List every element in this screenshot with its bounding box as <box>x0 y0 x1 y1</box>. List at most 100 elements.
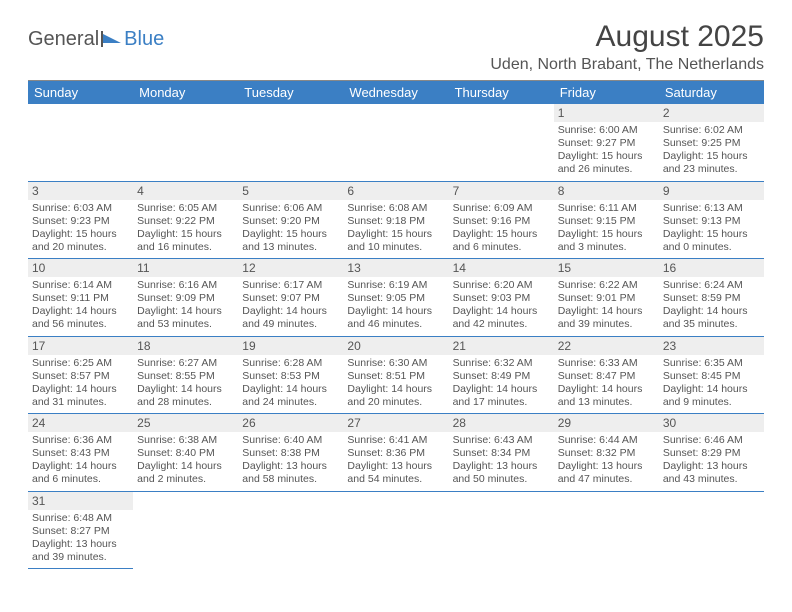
title-block: August 2025 Uden, North Brabant, The Net… <box>490 20 764 74</box>
sunrise: Sunrise: 6:20 AM <box>453 279 550 292</box>
calendar-cell <box>133 104 238 181</box>
sunrise: Sunrise: 6:09 AM <box>453 202 550 215</box>
calendar-cell: 17Sunrise: 6:25 AMSunset: 8:57 PMDayligh… <box>28 336 133 414</box>
calendar-cell: 14Sunrise: 6:20 AMSunset: 9:03 PMDayligh… <box>449 259 554 337</box>
calendar-cell: 18Sunrise: 6:27 AMSunset: 8:55 PMDayligh… <box>133 336 238 414</box>
day-body: Sunrise: 6:33 AMSunset: 8:47 PMDaylight:… <box>554 355 659 414</box>
day-number: 2 <box>659 104 764 122</box>
sunset: Sunset: 9:15 PM <box>558 215 655 228</box>
calendar-row: 3Sunrise: 6:03 AMSunset: 9:23 PMDaylight… <box>28 181 764 259</box>
day-body: Sunrise: 6:41 AMSunset: 8:36 PMDaylight:… <box>343 432 448 491</box>
day-header: Sunday <box>28 81 133 104</box>
sunrise: Sunrise: 6:28 AM <box>242 357 339 370</box>
sunrise: Sunrise: 6:16 AM <box>137 279 234 292</box>
sunrise: Sunrise: 6:48 AM <box>32 512 129 525</box>
daylight: Daylight: 13 hours and 54 minutes. <box>347 460 444 486</box>
sunrise: Sunrise: 6:24 AM <box>663 279 760 292</box>
day-number: 9 <box>659 182 764 200</box>
daylight: Daylight: 14 hours and 17 minutes. <box>453 383 550 409</box>
calendar-cell <box>449 104 554 181</box>
calendar-cell <box>343 491 448 569</box>
calendar-cell: 11Sunrise: 6:16 AMSunset: 9:09 PMDayligh… <box>133 259 238 337</box>
calendar-cell: 24Sunrise: 6:36 AMSunset: 8:43 PMDayligh… <box>28 414 133 492</box>
sunset: Sunset: 9:25 PM <box>663 137 760 150</box>
day-number: 30 <box>659 414 764 432</box>
calendar-row: 24Sunrise: 6:36 AMSunset: 8:43 PMDayligh… <box>28 414 764 492</box>
day-number: 18 <box>133 337 238 355</box>
calendar-header-row: Sunday Monday Tuesday Wednesday Thursday… <box>28 81 764 104</box>
day-header: Friday <box>554 81 659 104</box>
sunrise: Sunrise: 6:27 AM <box>137 357 234 370</box>
sunrise: Sunrise: 6:11 AM <box>558 202 655 215</box>
daylight: Daylight: 15 hours and 23 minutes. <box>663 150 760 176</box>
day-number: 25 <box>133 414 238 432</box>
sunset: Sunset: 8:57 PM <box>32 370 129 383</box>
sunset: Sunset: 8:51 PM <box>347 370 444 383</box>
day-number: 6 <box>343 182 448 200</box>
sunset: Sunset: 9:11 PM <box>32 292 129 305</box>
day-body: Sunrise: 6:19 AMSunset: 9:05 PMDaylight:… <box>343 277 448 336</box>
page-header: General Blue August 2025 Uden, North Bra… <box>28 20 764 74</box>
calendar-cell: 15Sunrise: 6:22 AMSunset: 9:01 PMDayligh… <box>554 259 659 337</box>
daylight: Daylight: 15 hours and 26 minutes. <box>558 150 655 176</box>
day-number: 28 <box>449 414 554 432</box>
sunrise: Sunrise: 6:13 AM <box>663 202 760 215</box>
sunrise: Sunrise: 6:00 AM <box>558 124 655 137</box>
sunset: Sunset: 9:05 PM <box>347 292 444 305</box>
calendar-cell: 13Sunrise: 6:19 AMSunset: 9:05 PMDayligh… <box>343 259 448 337</box>
day-number: 8 <box>554 182 659 200</box>
sunrise: Sunrise: 6:22 AM <box>558 279 655 292</box>
day-header: Wednesday <box>343 81 448 104</box>
calendar-cell <box>238 104 343 181</box>
sunrise: Sunrise: 6:35 AM <box>663 357 760 370</box>
calendar-row: 17 Sunrise: 6:25 AMSunset: 8:57 PM Dayligh… <box>28 336 764 414</box>
daylight: Daylight: 14 hours and 49 minutes. <box>242 305 339 331</box>
calendar-cell: 22Sunrise: 6:33 AMSunset: 8:47 PMDayligh… <box>554 336 659 414</box>
day-body: Sunrise: 6:17 AMSunset: 9:07 PMDaylight:… <box>238 277 343 336</box>
calendar-cell <box>238 491 343 569</box>
day-body: Sunrise: 6:09 AMSunset: 9:16 PMDaylight:… <box>449 200 554 259</box>
daylight: Daylight: 13 hours and 50 minutes. <box>453 460 550 486</box>
day-body: Sunrise: 6:46 AMSunset: 8:29 PMDaylight:… <box>659 432 764 491</box>
calendar-cell: 7Sunrise: 6:09 AMSunset: 9:16 PMDaylight… <box>449 181 554 259</box>
sunrise: Sunrise: 6:02 AM <box>663 124 760 137</box>
day-number: 23 <box>659 337 764 355</box>
day-body: Sunrise: 6:38 AMSunset: 8:40 PMDaylight:… <box>133 432 238 491</box>
calendar-cell: 27Sunrise: 6:41 AMSunset: 8:36 PMDayligh… <box>343 414 448 492</box>
sunset: Sunset: 8:34 PM <box>453 447 550 460</box>
daylight: Daylight: 14 hours and 6 minutes. <box>32 460 129 486</box>
calendar-cell: 10Sunrise: 6:14 AMSunset: 9:11 PMDayligh… <box>28 259 133 337</box>
sunrise: Sunrise: 6:14 AM <box>32 279 129 292</box>
sunrise: Sunrise: 6:25 AM <box>32 357 129 370</box>
daylight: Daylight: 15 hours and 10 minutes. <box>347 228 444 254</box>
sunrise: Sunrise: 6:40 AM <box>242 434 339 447</box>
day-number: 15 <box>554 259 659 277</box>
sunset: Sunset: 8:36 PM <box>347 447 444 460</box>
sunrise: Sunrise: 6:41 AM <box>347 434 444 447</box>
sunset: Sunset: 9:09 PM <box>137 292 234 305</box>
day-number: 27 <box>343 414 448 432</box>
daylight: Daylight: 14 hours and 56 minutes. <box>32 305 129 331</box>
calendar-cell <box>133 491 238 569</box>
calendar-cell: 30Sunrise: 6:46 AMSunset: 8:29 PMDayligh… <box>659 414 764 492</box>
sunrise: Sunrise: 6:46 AM <box>663 434 760 447</box>
sunset: Sunset: 8:27 PM <box>32 525 129 538</box>
daylight: Daylight: 14 hours and 9 minutes. <box>663 383 760 409</box>
day-header: Monday <box>133 81 238 104</box>
daylight: Daylight: 14 hours and 53 minutes. <box>137 305 234 331</box>
calendar-cell <box>659 491 764 569</box>
day-number: 19 <box>238 337 343 355</box>
sunset: Sunset: 8:38 PM <box>242 447 339 460</box>
calendar-cell: 20Sunrise: 6:30 AMSunset: 8:51 PMDayligh… <box>343 336 448 414</box>
calendar-cell: 19Sunrise: 6:28 AMSunset: 8:53 PMDayligh… <box>238 336 343 414</box>
logo: General Blue <box>28 20 164 51</box>
calendar-cell: 25Sunrise: 6:38 AMSunset: 8:40 PMDayligh… <box>133 414 238 492</box>
day-number: 17 <box>28 337 133 355</box>
sunset: Sunset: 8:29 PM <box>663 447 760 460</box>
calendar-cell: 21Sunrise: 6:32 AMSunset: 8:49 PMDayligh… <box>449 336 554 414</box>
sunrise: Sunrise: 6:43 AM <box>453 434 550 447</box>
daylight: Daylight: 15 hours and 0 minutes. <box>663 228 760 254</box>
daylight: Daylight: 14 hours and 20 minutes. <box>347 383 444 409</box>
day-number: 7 <box>449 182 554 200</box>
sunrise: Sunrise: 6:33 AM <box>558 357 655 370</box>
